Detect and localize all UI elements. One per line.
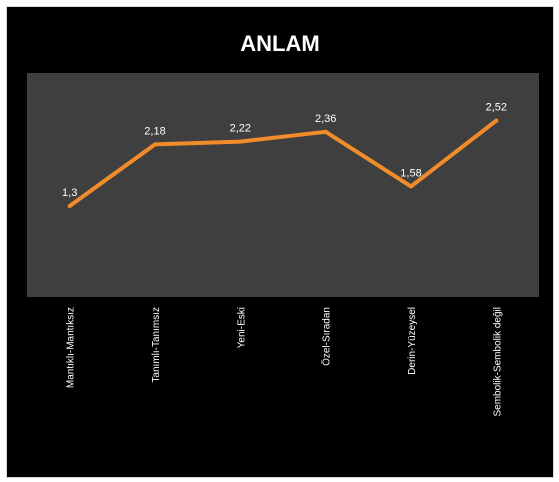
x-tick-label: Derin-Yüzeysel bbox=[407, 307, 418, 375]
x-tick-label: Özel-Sıradan bbox=[321, 307, 333, 366]
data-point bbox=[238, 139, 243, 144]
data-label: 1,58 bbox=[400, 167, 421, 179]
data-label: 1,3 bbox=[62, 187, 77, 199]
data-label: 2,18 bbox=[144, 125, 165, 137]
series-layer bbox=[67, 118, 499, 208]
data-label-layer: 1,3 2,18 2,22 2,36 1,58 2,52 bbox=[62, 102, 507, 199]
data-label: 2,36 bbox=[315, 113, 336, 125]
x-tick-label: Tanımlı-Tanımsız bbox=[151, 307, 162, 383]
data-point bbox=[67, 204, 72, 208]
data-point bbox=[153, 142, 157, 147]
series-line bbox=[68, 119, 498, 208]
data-label: 2,52 bbox=[486, 102, 507, 114]
plot-area bbox=[27, 73, 539, 297]
data-point bbox=[323, 129, 328, 134]
x-tick-label: Yeni-Eski bbox=[236, 307, 247, 348]
x-tick-label: Sembolik-Sembolik değil bbox=[492, 307, 503, 417]
line-chart: ANLAM 1,3 2,18 2,22 2,36 1,58 2,52 Mantıklı-M… bbox=[27, 31, 539, 417]
x-tick-label: Mantıklı-Mantıksız bbox=[66, 307, 77, 388]
x-axis-tick-labels: Mantıklı-Mantıksız Tanımlı-Tanımsız Yeni-E… bbox=[66, 307, 504, 417]
chart-title: ANLAM bbox=[240, 31, 319, 56]
chart-container: ANLAM 1,3 2,18 2,22 2,36 1,58 2,52 Mantıklı-M… bbox=[6, 6, 554, 478]
data-point bbox=[494, 118, 499, 123]
data-label: 2,22 bbox=[230, 123, 251, 135]
data-point bbox=[409, 184, 413, 189]
